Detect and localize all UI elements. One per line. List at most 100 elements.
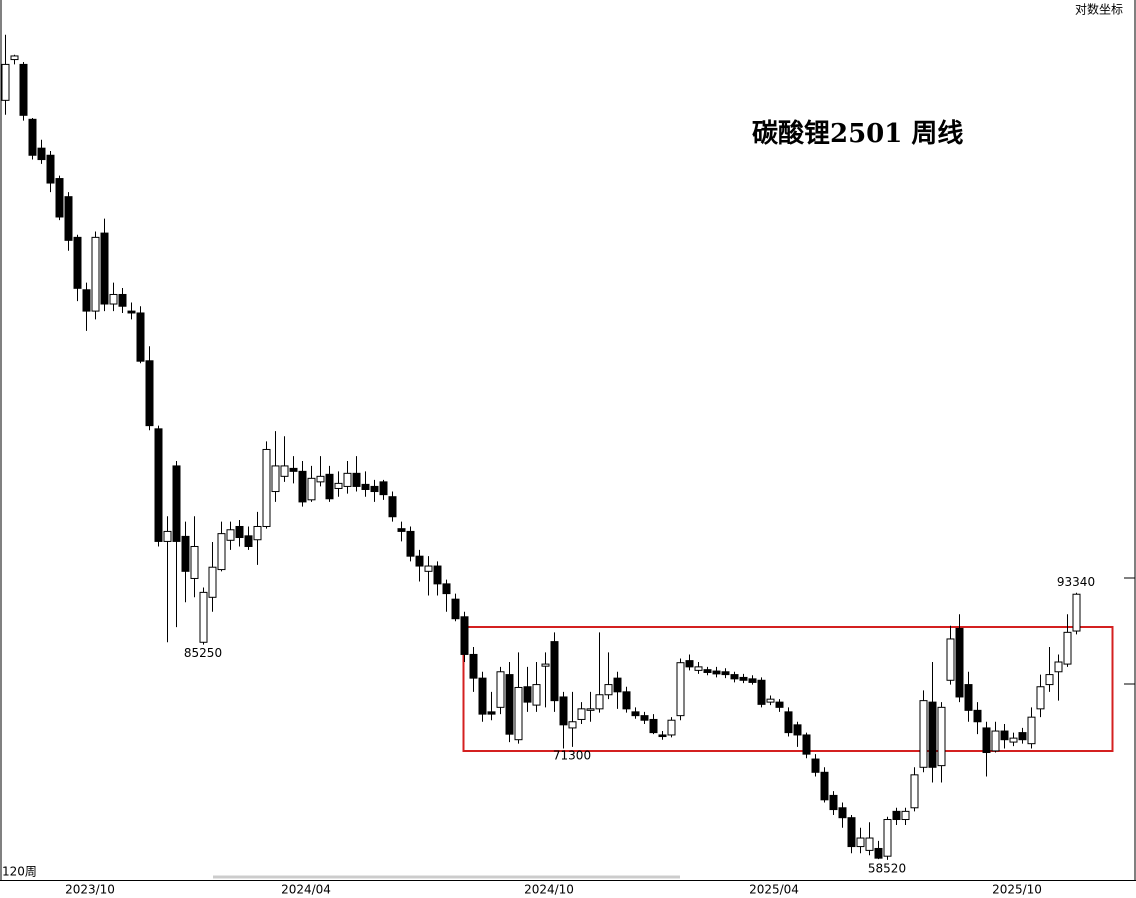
candle-body — [370, 485, 379, 493]
candle-body — [901, 810, 910, 821]
candle-body — [946, 638, 955, 681]
candle-body — [559, 696, 568, 726]
candle-body — [721, 671, 730, 676]
candle-body — [73, 236, 82, 289]
candle-body — [532, 684, 541, 706]
candle-body — [631, 711, 640, 717]
candle-body — [514, 686, 523, 741]
candle-body — [910, 774, 919, 809]
candle-body — [397, 528, 406, 532]
candle-body — [361, 483, 370, 490]
candle-body — [685, 660, 694, 668]
price-annotation: 93340 — [1057, 575, 1095, 589]
candle-body — [982, 727, 991, 754]
candle-body — [937, 706, 946, 767]
candle-body — [298, 470, 307, 503]
candle-body — [730, 674, 739, 680]
candle-body — [550, 641, 559, 702]
candle-body — [658, 734, 667, 738]
candle-body — [478, 677, 487, 715]
candle-body — [325, 473, 334, 500]
candle-body — [1063, 631, 1072, 665]
candle-body — [10, 55, 19, 61]
candle-body — [415, 555, 424, 567]
candle-body — [586, 708, 595, 711]
price-annotation: 71300 — [553, 748, 591, 762]
candle-body — [127, 310, 136, 314]
candle-body — [820, 771, 829, 801]
candle-body — [55, 178, 64, 218]
candle-body — [109, 293, 118, 305]
candle-body — [793, 724, 802, 736]
candle-body — [748, 678, 757, 683]
candle-body — [451, 598, 460, 620]
candle-body — [991, 730, 1000, 752]
candle-body — [649, 718, 658, 734]
candle-body — [919, 700, 928, 768]
candle-body — [235, 525, 244, 539]
candle-body — [145, 360, 154, 427]
candle-body — [847, 817, 856, 848]
candle-body — [208, 566, 217, 598]
candle-body — [352, 472, 361, 487]
candle-body — [37, 147, 46, 161]
candle-body — [379, 481, 388, 496]
candle-body — [82, 289, 91, 312]
candle-body — [28, 118, 37, 156]
x-tick-label: 2024/04 — [281, 883, 331, 897]
candle-body — [496, 671, 505, 708]
candle-body — [739, 676, 748, 681]
candle-body — [91, 236, 100, 312]
candle-body — [1, 63, 10, 101]
candle-body — [784, 711, 793, 734]
candle-body — [1027, 716, 1036, 745]
candle-body — [469, 653, 478, 679]
candle-body — [703, 669, 712, 673]
candle-body — [253, 525, 262, 541]
candle-body — [46, 154, 55, 184]
scale-label: 对数坐标 — [1075, 2, 1123, 17]
candle-body — [460, 616, 469, 655]
candle-body — [667, 719, 676, 736]
candle-body — [136, 312, 145, 362]
period-label: 120周 — [2, 865, 37, 879]
price-annotation: 58520 — [868, 861, 906, 875]
candle-body — [640, 715, 649, 721]
candle-body — [955, 627, 964, 698]
candle-body — [676, 662, 685, 717]
candle-body — [100, 232, 109, 305]
candle-body — [343, 472, 352, 487]
candle-body — [307, 477, 316, 501]
candle-body — [523, 686, 532, 703]
candle-body — [928, 701, 937, 768]
candle-body — [289, 467, 298, 472]
candle-body — [568, 721, 577, 729]
candle-body — [505, 674, 514, 735]
x-tick-label: 2025/04 — [749, 883, 799, 897]
chart-title: 碳酸锂2501 周线 — [752, 119, 963, 149]
candle-body — [1036, 686, 1045, 710]
candle-body — [811, 758, 820, 773]
candle-body — [406, 530, 415, 557]
candle-body — [226, 529, 235, 541]
candle-body — [433, 565, 442, 585]
candle-body — [1054, 661, 1063, 673]
candle-body — [316, 475, 325, 483]
candle-body — [775, 701, 784, 708]
x-tick-label: 2024/10 — [524, 883, 574, 897]
candle-body — [280, 465, 289, 477]
candle-body — [244, 535, 253, 547]
x-tick-label: 2025/10 — [992, 883, 1042, 897]
candle-body — [262, 448, 271, 527]
candle-body — [577, 708, 586, 720]
candle-body — [217, 533, 226, 571]
candle-body — [865, 837, 874, 851]
candle-body — [541, 663, 550, 667]
candle-body — [802, 734, 811, 755]
candle-body — [694, 666, 703, 671]
candle-body — [829, 794, 838, 811]
range-box — [462, 626, 1114, 752]
candle-body — [388, 496, 397, 518]
